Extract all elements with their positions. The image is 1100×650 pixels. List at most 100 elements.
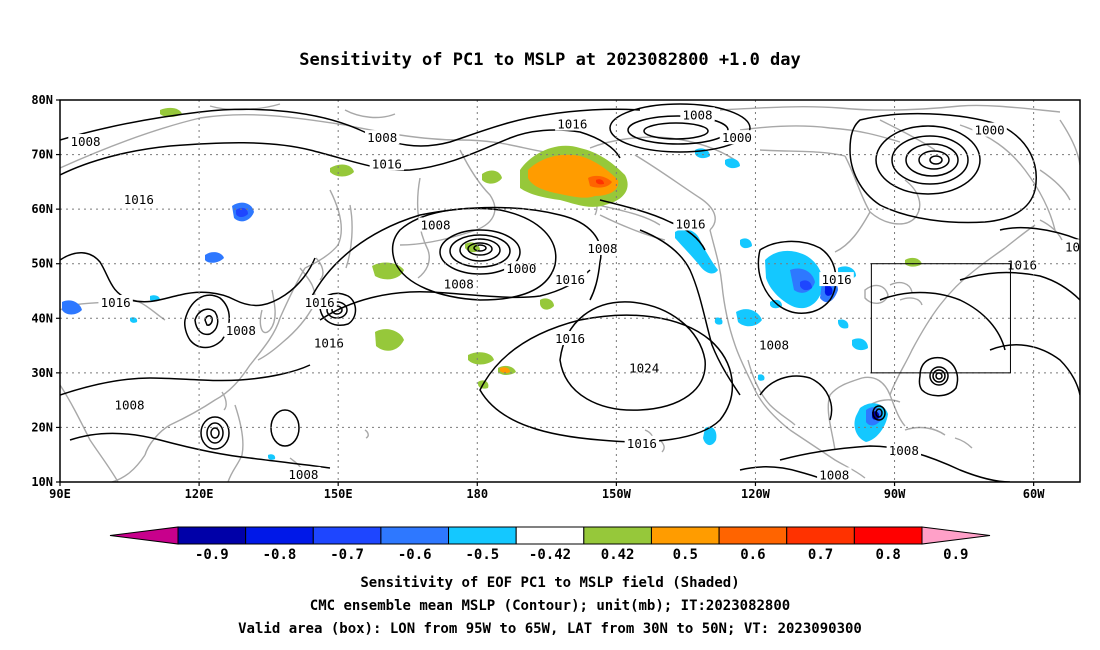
contour-label-bg [286, 466, 321, 481]
map-title: Sensitivity of PC1 to MSLP at 2023082800… [299, 50, 801, 70]
contour-label-bg [673, 216, 708, 231]
colorbar-label: 0.9 [943, 547, 968, 563]
contour-label: 1016 [372, 156, 402, 171]
contour-label-bg [121, 191, 157, 206]
colorbar: -0.9 -0.8 -0.7 -0.6 -0.5 -0.42 0.42 0.5 0.6 0.7 0.… [109, 526, 991, 563]
contour-label-bg [555, 116, 590, 131]
colorbar-segment [583, 526, 652, 545]
colorbar-label: -0.8 [263, 547, 297, 563]
contour-label-bg [223, 322, 259, 337]
mslp-contours [60, 103, 1080, 482]
lat-tick-label: 50N [31, 257, 53, 271]
colorbar-segment [650, 526, 720, 545]
lat-tick-label: 80N [31, 93, 53, 107]
colorbar-label: 0.42 [601, 547, 635, 563]
contour-label: 1008 [444, 276, 474, 291]
valid-area-box [870, 263, 1011, 374]
contour-label: 1008 [889, 443, 919, 458]
contour-label-bg [819, 272, 854, 287]
contour-label: 1016 [1007, 257, 1037, 272]
colorbar-segment [448, 526, 517, 545]
colorbar-label: 0.7 [808, 547, 833, 563]
caption-line-2: CMC ensemble mean MSLP (Contour); unit(m… [309, 598, 791, 614]
lon-tick-label: 120E [185, 487, 214, 501]
colorbar-segment [786, 526, 855, 545]
map-frame [59, 99, 1081, 483]
colorbar-label: -0.5 [466, 547, 500, 563]
contour-label-bg [311, 335, 347, 350]
colorbar-label: -0.7 [330, 547, 364, 563]
contour-label-bg [68, 134, 103, 149]
contour-label: 1008 [682, 107, 712, 122]
colorbar-segment [177, 526, 247, 545]
colorbar-segment [853, 526, 923, 545]
contour-label-bg [756, 337, 792, 352]
contour-label-bg [441, 276, 476, 291]
contour-label: 1000 [975, 123, 1005, 138]
contour-label: 1024 [629, 360, 659, 375]
contour-label-bg [112, 397, 147, 412]
contour-label: 1008 [759, 338, 789, 353]
colorbar-high-end [921, 526, 991, 545]
colorbar-segment [718, 526, 788, 545]
contour-label: 1008 [288, 467, 318, 482]
contour-label-bg [1062, 239, 1080, 254]
colorbar-segment [312, 526, 382, 545]
contour-label: 1008 [226, 323, 256, 338]
contour-label-bg [585, 240, 620, 255]
contour-label: 1016 [627, 436, 657, 451]
contour-label-bg [624, 435, 660, 450]
map-plot-area: 1008 1008 1016 1016 1008 1000 1000 1016 1008 1008… [60, 103, 1095, 482]
colorbar-segment [515, 526, 585, 545]
lon-tick-label: 150E [324, 487, 353, 501]
lat-tick-label: 70N [31, 148, 53, 162]
contour-label: 1016 [555, 272, 585, 287]
lon-tick-label: 90E [49, 487, 71, 501]
contour-label-bg [418, 217, 453, 232]
colorbar-label: -0.6 [398, 547, 432, 563]
contour-labels: 1008 1008 1016 1016 1008 1000 1000 1016 1008 1008… [68, 107, 1095, 482]
lon-tick-label: 150W [602, 487, 632, 501]
colorbar-label: 0.8 [876, 547, 901, 563]
contour-label-bg [972, 122, 1007, 137]
contour-label-bg [719, 130, 755, 145]
lon-tick-label: 90W [884, 487, 906, 501]
contour-label: 1008 [367, 130, 397, 145]
contour-label: 1016 [675, 216, 705, 231]
contour-label: 1016 [557, 117, 587, 132]
contour-label: 1008 [587, 241, 617, 256]
lon-tick-label: 60W [1023, 487, 1045, 501]
contour-label-bg [552, 272, 588, 287]
contour-label: 1016 [124, 192, 154, 207]
contour-label-bg [98, 295, 133, 310]
colorbar-segment [380, 526, 450, 545]
colorbar-segment [245, 526, 314, 545]
gridlines [60, 100, 1080, 482]
lon-tick-label: 120W [741, 487, 771, 501]
contour-label-bg [626, 360, 662, 375]
caption-line-1: Sensitivity of EOF PC1 to MSLP field (Sh… [360, 575, 740, 591]
contour-label: 1008 [420, 218, 450, 233]
contour-label: 1016 [822, 272, 852, 287]
contour-label: 1000 [722, 130, 752, 145]
colorbar-label: -0.9 [195, 547, 229, 563]
lon-tick-label: 180 [466, 487, 488, 501]
lat-tick-label: 10N [31, 475, 53, 489]
contour-label: 1000 [506, 261, 536, 276]
colorbar-label: 0.6 [740, 547, 765, 563]
contour-label-bg [1004, 257, 1040, 272]
contour-label: 1008 [70, 134, 100, 149]
contour-label: 1016 [314, 335, 344, 350]
colorbar-label: 0.5 [673, 547, 698, 563]
contour-label-bg [302, 295, 337, 310]
lat-tick-label: 30N [31, 366, 53, 380]
contour-label: 1016 [305, 295, 335, 310]
contour-label-bg [365, 130, 400, 145]
contour-label-bg [552, 331, 588, 346]
shaded-sensitivity [62, 107, 922, 460]
lat-tick-label: 20N [31, 420, 53, 434]
contour-label: 1016 [1065, 239, 1095, 254]
colorbar-low-end [109, 526, 179, 545]
